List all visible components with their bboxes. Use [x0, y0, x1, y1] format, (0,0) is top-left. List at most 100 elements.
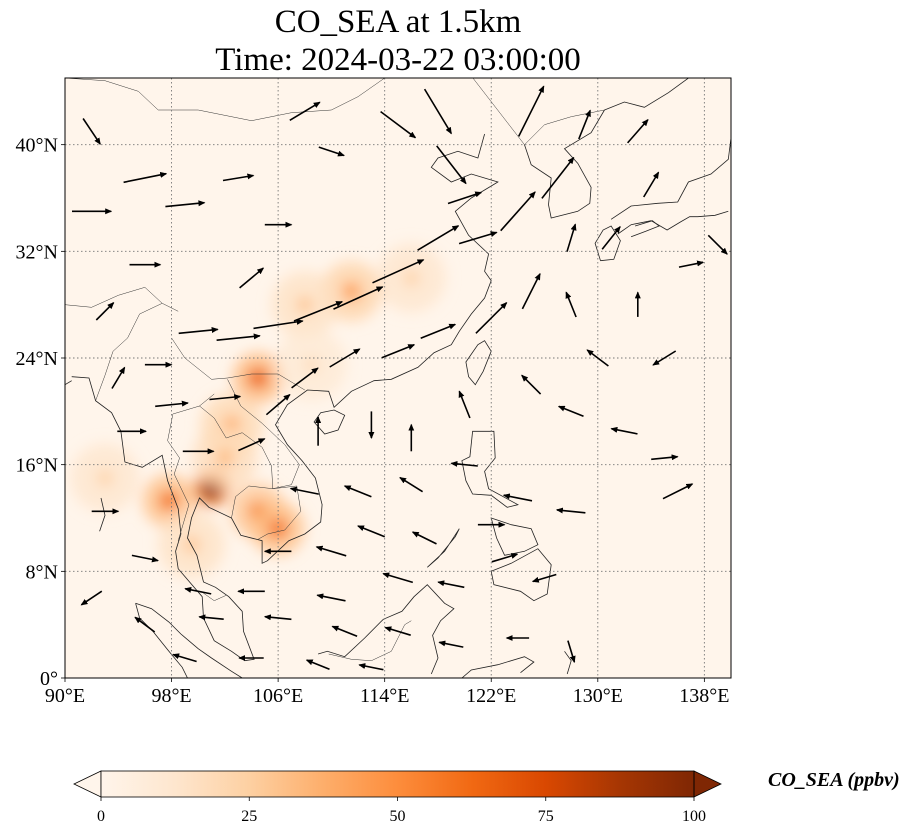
wind-arrow [380, 110, 417, 139]
wind-arrow [521, 272, 541, 310]
wind-arrow [263, 614, 292, 621]
coastline-japan-shikoku [630, 220, 660, 238]
wind-arrow [567, 640, 576, 664]
wind-arrow [239, 267, 265, 289]
map-frame [64, 77, 732, 679]
wind-arrow [216, 333, 261, 341]
wind-arrow [357, 525, 385, 538]
colorbar-tick-label: 0 [97, 808, 105, 825]
colorbar-ticks: 0 25 50 75 100 [97, 797, 706, 825]
wind-arrow [329, 348, 361, 368]
wind-arrow [82, 118, 101, 145]
wind-arrow [578, 109, 591, 140]
coastline-hainan [313, 409, 346, 435]
wind-arrow [436, 145, 467, 185]
gridlines [65, 78, 731, 678]
wind-arrow [131, 554, 159, 563]
coastline-japan-honshu-south [617, 210, 729, 235]
wind-arrow [399, 476, 424, 493]
colorbar-extend-high [693, 770, 722, 798]
wind-arrow [458, 231, 498, 245]
wind-arrow [123, 171, 168, 184]
lat-tick-label: 32°N [16, 241, 58, 263]
coastline-sulawesi [461, 656, 535, 678]
wind-arrow [209, 394, 242, 401]
wind-arrow [316, 593, 346, 602]
lat-tick-label: 0° [40, 668, 58, 690]
coastline-japan-kyushu-honshu [594, 225, 621, 262]
wind-arrow [111, 366, 126, 389]
wind-arrow [541, 156, 575, 199]
lon-tick-label: 98°E [151, 685, 191, 707]
wind-arrow [331, 625, 358, 638]
wind-arrow [293, 300, 344, 322]
co-plume-core [248, 368, 269, 388]
wind-arrow [652, 350, 677, 366]
wind-arrow [411, 531, 437, 545]
lat-tick-label: 8°N [26, 561, 58, 583]
wind-arrow [343, 485, 372, 498]
wind-arrow [557, 405, 584, 418]
wind-arrow [610, 426, 638, 435]
co-plume-core [216, 449, 233, 467]
border-thai-malaysia [200, 591, 227, 601]
wind-arrow [651, 454, 679, 461]
lon-tick-label: 138°E [679, 685, 729, 707]
wind-arrow [381, 344, 416, 359]
wind-arrow [423, 88, 452, 135]
lat-tick-label: 40°N [16, 135, 58, 157]
wind-arrow [447, 191, 483, 205]
coastlines [65, 78, 731, 678]
coastline-bay-bengal [65, 380, 72, 386]
coastline-palawan [427, 528, 460, 568]
wind-arrow [678, 260, 705, 268]
lat-tick-label: 16°N [16, 455, 58, 477]
lon-tick-label: 130°E [573, 685, 623, 707]
border-mongolia [65, 78, 386, 121]
wind-arrow [475, 301, 508, 334]
wind-arrow [531, 573, 557, 583]
border-myanmar-thailand [167, 393, 215, 541]
lon-tick-label: 114°E [360, 685, 409, 707]
map-subtitle-time: Time: 2024-03-22 03:00:00 [215, 42, 581, 78]
wind-vectors [72, 85, 728, 671]
wind-arrow [555, 507, 586, 514]
wind-arrow [372, 259, 425, 284]
wind-arrow [178, 327, 219, 335]
coastline-mindanao [490, 548, 552, 602]
wind-arrow [289, 486, 319, 495]
wind-arrow [502, 493, 533, 502]
lon-tick-label: 90°E [45, 685, 85, 707]
wind-arrow [172, 653, 197, 663]
wind-arrow [437, 580, 465, 589]
border-cambodia [231, 485, 302, 540]
coastline-sumatra [135, 602, 243, 678]
wind-arrow [500, 191, 536, 232]
coastline-east-asia [71, 133, 499, 662]
lon-tick-label: 122°E [466, 685, 516, 707]
wind-arrow [95, 301, 115, 321]
wind-arrow [291, 367, 319, 389]
map-background [65, 78, 731, 678]
wind-arrow [521, 374, 542, 395]
colorbar-tick-label: 50 [390, 808, 406, 825]
co-plume-core [97, 470, 113, 486]
wind-arrow [438, 640, 464, 648]
wind-arrow [184, 586, 212, 595]
coastline-andaman [99, 497, 106, 532]
coastline-korea [524, 109, 605, 219]
wind-arrow [358, 663, 384, 671]
colorbar-tick-label: 25 [241, 808, 257, 825]
wind-arrow [450, 460, 478, 467]
axis-ticks: 90°E 98°E 106°E 114°E 122°E 130°E 138°E 0° 8°N 16… [16, 135, 730, 707]
coastline-sumatra-west [135, 603, 188, 678]
border-borneo-inner [328, 620, 412, 661]
wind-arrow [626, 118, 649, 144]
wind-arrow [417, 225, 460, 251]
lon-tick-label: 106°E [253, 685, 303, 707]
wind-arrow [458, 390, 471, 419]
coastline-borneo [317, 584, 455, 675]
colorbar-tick-label: 75 [538, 808, 554, 825]
co-plume-core [296, 296, 313, 313]
